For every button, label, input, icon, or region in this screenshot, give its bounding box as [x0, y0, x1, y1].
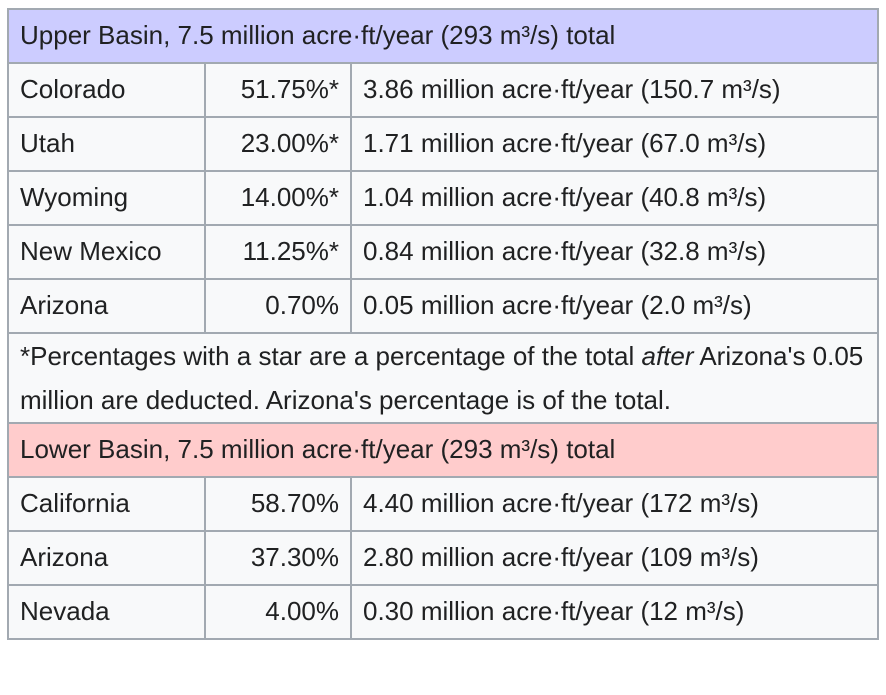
state-cell: New Mexico [7, 224, 206, 280]
flow-cell: 2.80 million acre·ft/year (109 m³/s) [350, 530, 879, 586]
flow-cell: 4.40 million acre·ft/year (172 m³/s) [350, 476, 879, 532]
table-row: Nevada 4.00% 0.30 million acre·ft/year (… [7, 584, 879, 640]
state-cell: Utah [7, 116, 206, 172]
upper-basin-header-row: Upper Basin, 7.5 million acre·ft/year (2… [7, 8, 879, 64]
table-row: New Mexico 11.25%* 0.84 million acre·ft/… [7, 224, 879, 280]
percentage-cell: 14.00%* [204, 170, 352, 226]
percentage-cell: 11.25%* [204, 224, 352, 280]
percentage-cell: 0.70% [204, 278, 352, 334]
footnote: *Percentages with a star are a percentag… [7, 332, 879, 424]
percentage-cell: 4.00% [204, 584, 352, 640]
flow-cell: 1.71 million acre·ft/year (67.0 m³/s) [350, 116, 879, 172]
table-row: Utah 23.00%* 1.71 million acre·ft/year (… [7, 116, 879, 172]
state-cell: Nevada [7, 584, 206, 640]
footnote-row: *Percentages with a star are a percentag… [7, 332, 879, 424]
flow-cell: 3.86 million acre·ft/year (150.7 m³/s) [350, 62, 879, 118]
footnote-text-after: Arizona's 0.05 million are deducted. Ari… [20, 341, 864, 415]
state-cell: Arizona [7, 278, 206, 334]
footnote-text-before: *Percentages with a star are a percentag… [20, 341, 642, 371]
table-row: Arizona 0.70% 0.05 million acre·ft/year … [7, 278, 879, 334]
state-cell: Arizona [7, 530, 206, 586]
flow-cell: 0.05 million acre·ft/year (2.0 m³/s) [350, 278, 879, 334]
table-row: California 58.70% 4.40 million acre·ft/y… [7, 476, 879, 532]
state-cell: California [7, 476, 206, 532]
flow-cell: 0.84 million acre·ft/year (32.8 m³/s) [350, 224, 879, 280]
percentage-cell: 37.30% [204, 530, 352, 586]
state-cell: Colorado [7, 62, 206, 118]
table-row: Wyoming 14.00%* 1.04 million acre·ft/yea… [7, 170, 879, 226]
flow-cell: 1.04 million acre·ft/year (40.8 m³/s) [350, 170, 879, 226]
colorado-allocation-table: Upper Basin, 7.5 million acre·ft/year (2… [7, 8, 879, 640]
percentage-cell: 58.70% [204, 476, 352, 532]
lower-basin-header: Lower Basin, 7.5 million acre·ft/year (2… [7, 422, 879, 478]
table-row: Colorado 51.75%* 3.86 million acre·ft/ye… [7, 62, 879, 118]
lower-basin-header-row: Lower Basin, 7.5 million acre·ft/year (2… [7, 422, 879, 478]
percentage-cell: 23.00%* [204, 116, 352, 172]
upper-basin-header: Upper Basin, 7.5 million acre·ft/year (2… [7, 8, 879, 64]
table-row: Arizona 37.30% 2.80 million acre·ft/year… [7, 530, 879, 586]
percentage-cell: 51.75%* [204, 62, 352, 118]
state-cell: Wyoming [7, 170, 206, 226]
footnote-emphasis: after [641, 341, 694, 371]
flow-cell: 0.30 million acre·ft/year (12 m³/s) [350, 584, 879, 640]
